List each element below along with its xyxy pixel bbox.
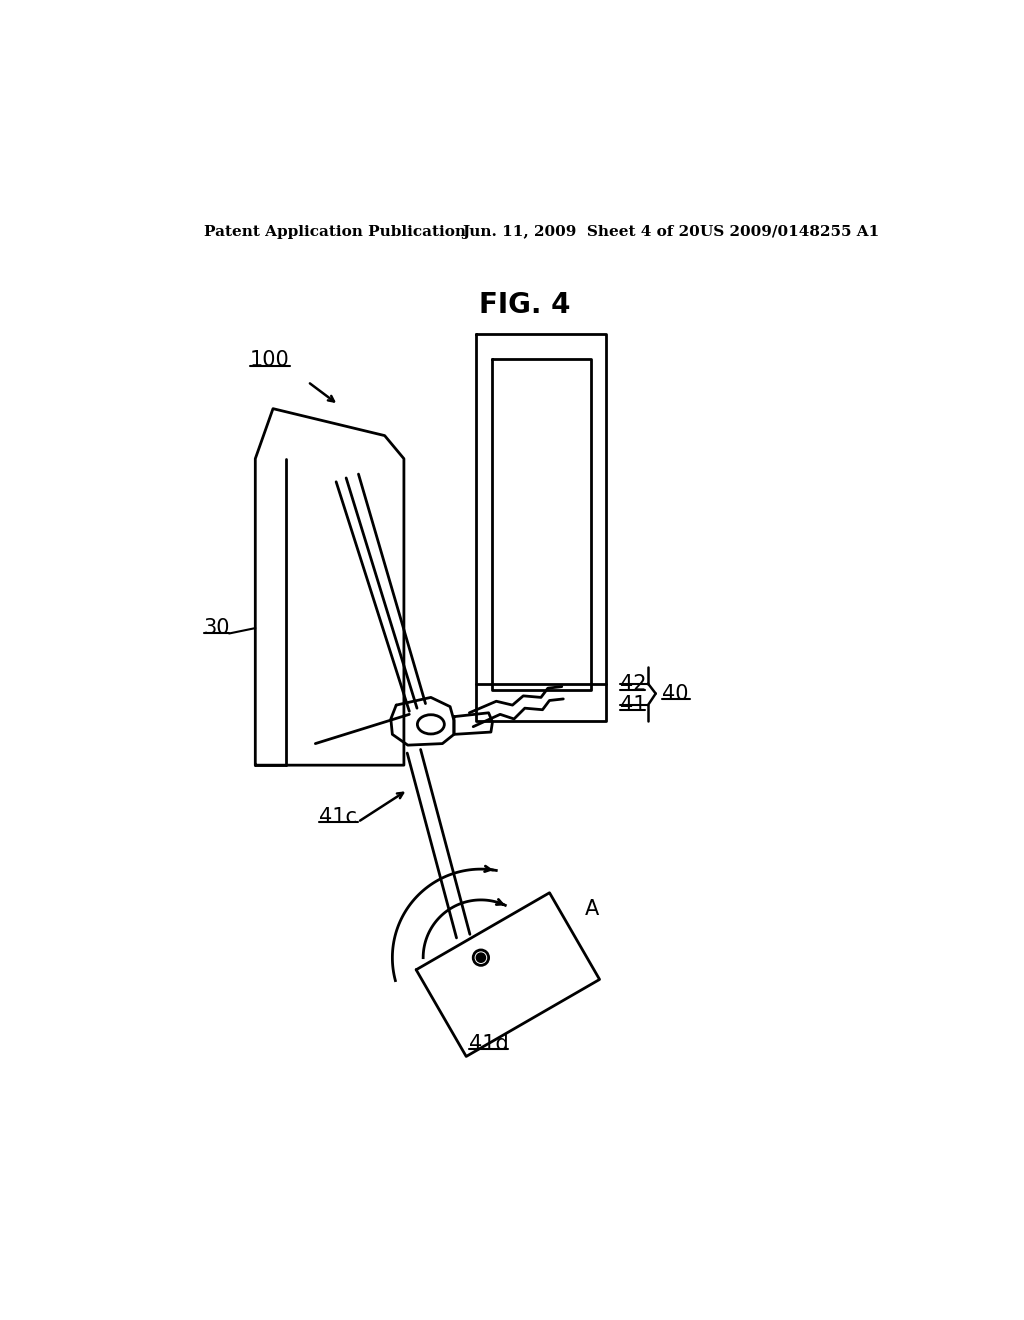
Text: Jun. 11, 2009  Sheet 4 of 20: Jun. 11, 2009 Sheet 4 of 20 <box>462 224 699 239</box>
Text: 40: 40 <box>662 684 688 704</box>
Text: 42: 42 <box>620 673 646 693</box>
Ellipse shape <box>418 714 444 734</box>
Text: Patent Application Publication: Patent Application Publication <box>204 224 466 239</box>
Text: FIG. 4: FIG. 4 <box>479 290 570 318</box>
Text: A: A <box>585 899 599 919</box>
Text: 41: 41 <box>620 696 646 715</box>
Text: 41c: 41c <box>319 807 357 826</box>
Text: 41d: 41d <box>469 1034 509 1053</box>
Text: 30: 30 <box>204 618 230 638</box>
Circle shape <box>476 953 485 962</box>
Text: US 2009/0148255 A1: US 2009/0148255 A1 <box>700 224 880 239</box>
Text: 100: 100 <box>250 350 290 370</box>
